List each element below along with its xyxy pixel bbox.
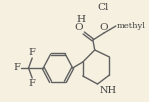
Text: O: O [100,23,108,32]
Text: F: F [29,48,36,57]
Text: NH: NH [99,86,117,95]
Text: O: O [74,23,83,32]
Text: F: F [29,79,36,88]
Text: H: H [76,14,85,23]
Text: Cl: Cl [97,3,109,13]
Text: methyl: methyl [117,22,146,30]
Text: F: F [13,64,20,73]
